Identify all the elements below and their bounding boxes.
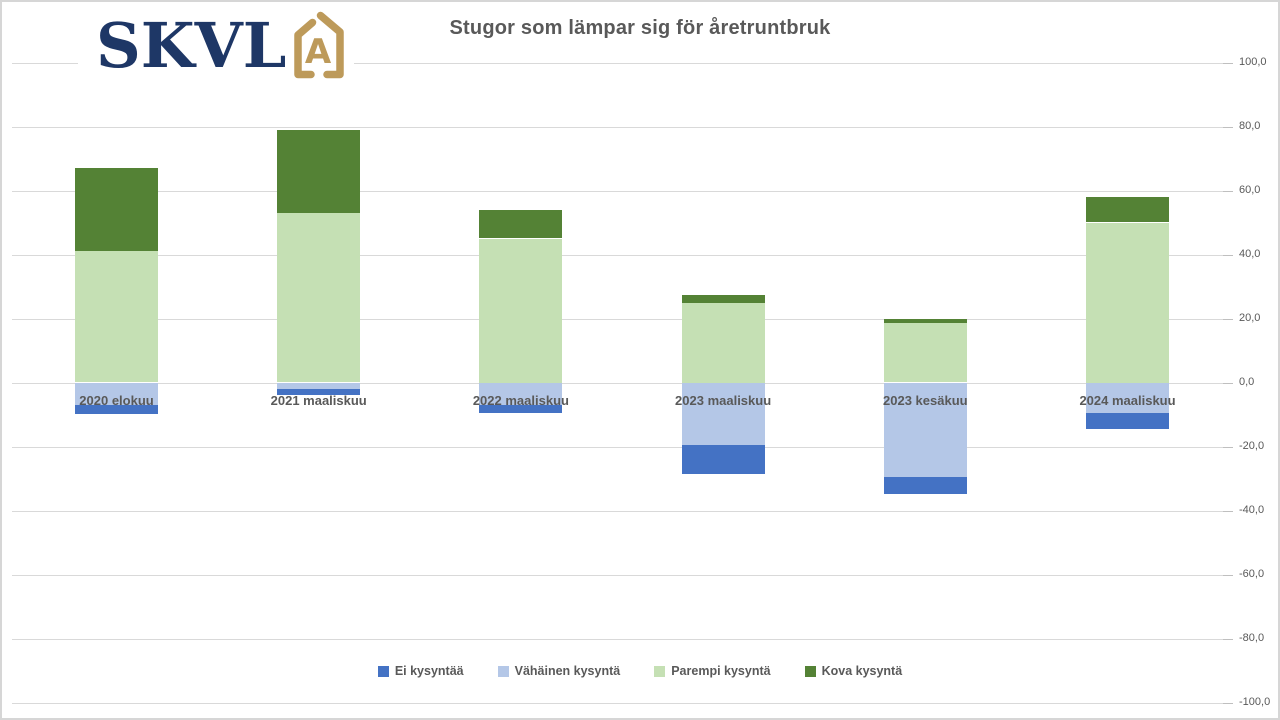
y-axis-tick [1223, 382, 1233, 384]
y-axis-tick [1223, 574, 1233, 576]
category-label: 2023 kesäkuu [883, 393, 968, 408]
bar-segment-ei-kysynt- [681, 444, 765, 474]
y-axis-label: -80,0 [1239, 632, 1265, 644]
bar-segment-ei-kysynt- [883, 476, 967, 495]
bar-segment-ei-kysynt- [1086, 412, 1169, 429]
bar-segment-v-h-inen-kysynt- [277, 382, 361, 389]
category-label: 2021 maaliskuu [270, 393, 367, 408]
y-axis-label: -100,0 [1239, 696, 1271, 708]
bar-segment-kova-kysynt- [277, 129, 361, 213]
bar-segment-kova-kysynt- [681, 294, 765, 303]
legend-item: Kova kysyntä [804, 664, 903, 678]
bar-segment-parempi-kysynt- [277, 212, 361, 383]
y-axis-tick [1223, 62, 1233, 64]
skvl-logo-text: SKVL [96, 9, 287, 82]
bar-segment-parempi-kysynt- [479, 238, 563, 383]
gridline [12, 510, 1233, 512]
category-label: 2020 elokuu [79, 393, 154, 408]
legend-swatch-icon [497, 665, 509, 677]
legend-label: Kova kysyntä [821, 664, 903, 678]
y-axis-tick [1223, 702, 1233, 704]
bar-segment-parempi-kysynt- [883, 323, 967, 383]
y-axis-label: 60,0 [1239, 184, 1261, 196]
bar-segment-ei-kysynt- [277, 388, 361, 396]
bar-segment-v-h-inen-kysynt- [883, 382, 967, 477]
gridline [12, 126, 1233, 128]
bar-segment-kova-kysynt- [1086, 196, 1169, 223]
skvl-logo: SKVL A [96, 10, 347, 82]
y-axis-tick [1223, 446, 1233, 448]
bar-segment-parempi-kysynt- [681, 302, 765, 383]
legend-label: Vähäinen kysyntä [514, 664, 621, 678]
y-axis-tick [1223, 510, 1233, 512]
bar-segment-v-h-inen-kysynt- [479, 382, 563, 405]
category-label: 2023 maaliskuu [675, 393, 772, 408]
gridline [12, 62, 1233, 64]
chart-title: Stugor som lämpar sig för åretruntbruk [449, 17, 831, 39]
gridline [12, 254, 1233, 256]
y-axis-tick [1223, 318, 1233, 320]
legend-swatch-icon [377, 665, 389, 677]
legend-item: Parempi kysyntä [654, 664, 771, 678]
y-axis-label: 20,0 [1239, 312, 1261, 324]
bar-segment-v-h-inen-kysynt- [681, 382, 765, 445]
bar-segment-parempi-kysynt- [75, 251, 158, 383]
y-axis-tick [1223, 190, 1233, 192]
legend-item: Vähäinen kysyntä [497, 664, 621, 678]
house-a-icon: A [294, 11, 345, 79]
bar-segment-parempi-kysynt- [1086, 222, 1169, 383]
bar-segment-v-h-inen-kysynt- [1086, 382, 1169, 413]
y-axis-label: 0,0 [1239, 376, 1255, 388]
y-axis-label: 100,0 [1239, 56, 1267, 68]
legend-swatch-icon [654, 665, 666, 677]
y-axis-label: -40,0 [1239, 504, 1265, 516]
chart-legend: Ei kysyntää Vähäinen kysyntä Parempi kysyn… [2, 664, 1278, 678]
bar-segment-kova-kysynt- [75, 168, 158, 252]
bar-segment-kova-kysynt- [883, 318, 967, 324]
svg-text:A: A [305, 32, 332, 72]
legend-label: Ei kysyntää [394, 664, 464, 678]
y-axis-tick [1223, 254, 1233, 256]
bar-segment-ei-kysynt- [75, 404, 158, 415]
bar-segment-v-h-inen-kysynt- [75, 382, 158, 405]
y-axis-label: 80,0 [1239, 120, 1261, 132]
gridline [12, 446, 1233, 448]
category-label: 2024 maaliskuu [1079, 393, 1176, 408]
bar-segment-ei-kysynt- [479, 404, 563, 413]
gridline [12, 190, 1233, 192]
legend-item: Ei kysyntää [377, 664, 464, 678]
legend-swatch-icon [804, 665, 816, 677]
y-axis-tick [1223, 126, 1233, 128]
gridline [12, 574, 1233, 576]
gridline [12, 318, 1233, 320]
gridline [12, 638, 1233, 640]
bar-segment-kova-kysynt- [479, 209, 563, 239]
legend-label: Parempi kysyntä [671, 664, 771, 678]
y-axis-tick [1223, 638, 1233, 640]
category-label: 2022 maaliskuu [472, 393, 569, 408]
gridline [12, 382, 1233, 384]
y-axis-label: 40,0 [1239, 248, 1261, 260]
gridline [12, 702, 1233, 704]
y-axis-label: -60,0 [1239, 568, 1265, 580]
y-axis-label: -20,0 [1239, 440, 1265, 452]
